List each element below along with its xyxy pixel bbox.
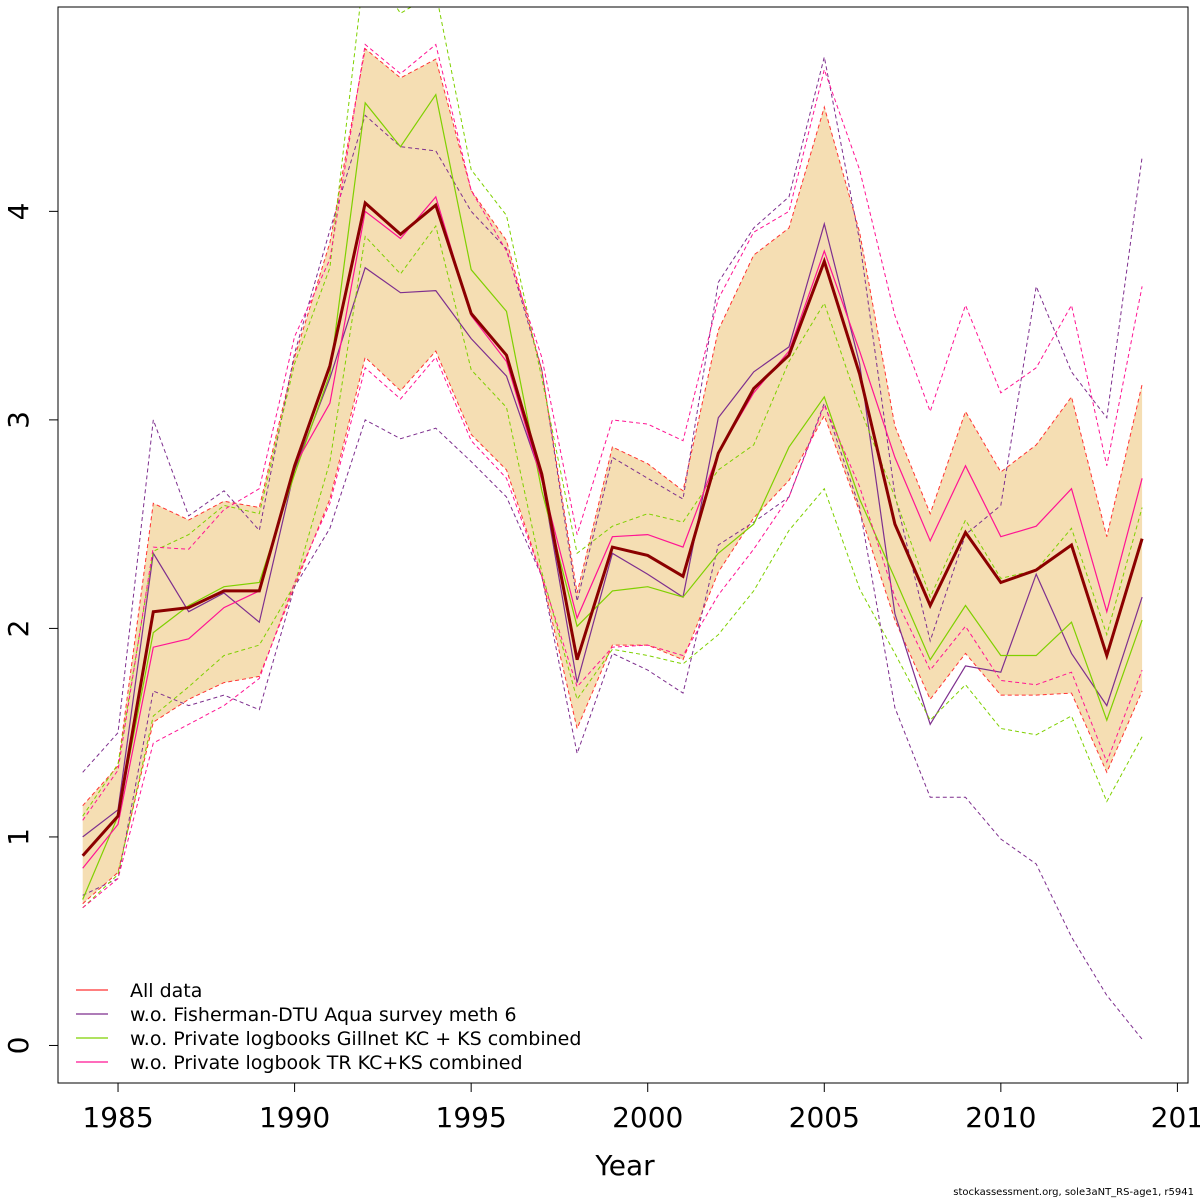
legend-label: All data	[130, 980, 202, 1002]
footer-credit: stockassessment.org, sole3aNT_RS-age1, r…	[953, 1187, 1194, 1198]
x-tick-label: 2005	[789, 1101, 860, 1134]
legend-label: w.o. Private logbooks Gillnet KC + KS co…	[130, 1028, 581, 1050]
series-w-o-private-logbook-tr-kc-ks-combined-lower	[82, 356, 1143, 909]
y-tick-label: 0	[2, 1037, 35, 1055]
x-tick-label: 1985	[82, 1101, 153, 1134]
confidence-band-upper-edge	[82, 47, 1143, 807]
confidence-band	[82, 48, 1143, 904]
x-tick-label: 1990	[259, 1101, 330, 1134]
x-axis: 1985 1990 1995 2000 2005 2010 201	[82, 1082, 1200, 1134]
series-w-o-private-logbook-tr-kc-ks-combined-upper	[82, 43, 1143, 821]
confidence-band-layer	[82, 47, 1143, 905]
confidence-band-lower-edge	[82, 350, 1143, 905]
x-tick-label: 2000	[612, 1101, 683, 1134]
series-all-data-line	[81, 200, 1144, 857]
y-tick-label: 1	[2, 828, 35, 846]
legend-label: w.o. Private logbook TR KC+KS combined	[130, 1052, 523, 1074]
x-axis-title: Year	[594, 1149, 655, 1182]
y-axis: 0 1 2 3 4	[2, 202, 59, 1055]
legend-label: w.o. Fisherman-DTU Aqua survey meth 6	[130, 1004, 517, 1026]
series-w-o-fisherman-dtu-aqua-survey-meth-6-line	[82, 221, 1143, 838]
x-tick-label: 1995	[436, 1101, 507, 1134]
y-tick-label: 2	[2, 619, 35, 637]
series-w-o-private-logbooks-gillnet-kc-ks-combined-upper	[82, 7, 1143, 817]
series-layer	[81, 7, 1144, 1040]
y-tick-label: 4	[2, 202, 35, 220]
series-w-o-private-logbooks-gillnet-kc-ks-combined-line	[82, 93, 1143, 900]
x-tick-label: 201	[1151, 1101, 1200, 1134]
x-tick-label: 2010	[965, 1101, 1036, 1134]
y-tick-label: 3	[2, 411, 35, 429]
series-w-o-fisherman-dtu-aqua-survey-meth-6-lower	[82, 401, 1143, 1040]
